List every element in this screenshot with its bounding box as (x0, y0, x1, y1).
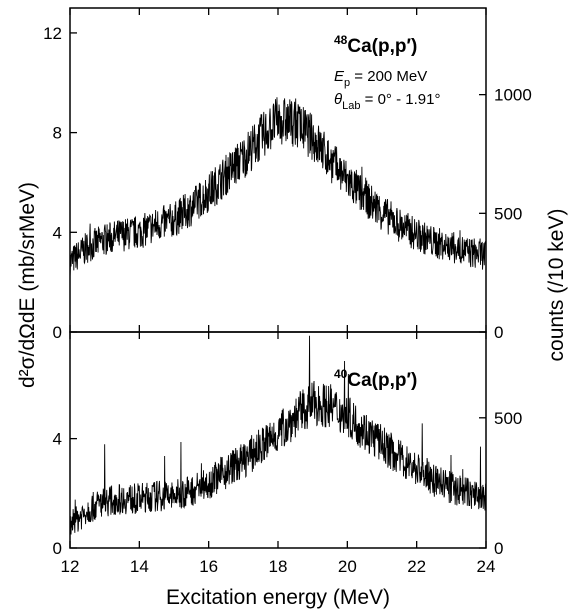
ca48-spectrum-line (69, 97, 487, 278)
top-label-mass: 48 (334, 33, 348, 47)
top-label-rest: Ca(p,p (347, 36, 406, 57)
top-panel-label: 48Ca(p,p′) (334, 33, 417, 57)
left-tick-label: 4 (53, 430, 62, 449)
x-tick-label: 16 (199, 557, 218, 576)
bottom-label-rest: Ca(p,p (347, 370, 406, 391)
x-tick-label: 24 (477, 557, 496, 576)
right-tick-label: 500 (494, 409, 522, 428)
angle-symbol: θ (334, 91, 342, 108)
right-axis-title: counts (/10 keV) (545, 209, 568, 362)
right-tick-label: 0 (494, 539, 503, 558)
x-tick-label: 22 (407, 557, 426, 576)
energy-value: = 200 MeV (350, 68, 427, 85)
bottom-label-mass: 40 (334, 367, 348, 381)
angle-value: = 0° - 1.91° (361, 91, 441, 108)
angle-sub: Lab (342, 100, 360, 112)
bottom-label-prime: ′ (406, 370, 411, 391)
bottom-panel-label: 40Ca(p,p′) (334, 367, 417, 391)
x-tick-label: 14 (130, 557, 149, 576)
top-label-prime: ′ (406, 36, 411, 57)
right-tick-label: 500 (494, 204, 522, 223)
left-tick-label: 12 (43, 24, 62, 43)
left-axis-title: d²σ/dΩdE (mb/srMeV) (16, 182, 39, 388)
left-tick-label: 0 (53, 539, 62, 558)
ca40-spectrum-line (69, 335, 487, 535)
x-tick-label: 12 (61, 557, 80, 576)
left-tick-label: 0 (53, 323, 62, 342)
top-panel (69, 97, 487, 278)
x-axis-title: Excitation energy (MeV) (166, 586, 390, 609)
left-tick-label: 8 (53, 124, 62, 143)
x-tick-label: 18 (269, 557, 288, 576)
right-tick-label: 0 (494, 323, 503, 342)
bottom-label-close: ) (411, 370, 417, 391)
right-tick-label: 1000 (494, 86, 532, 105)
top-label-close: ) (411, 36, 417, 57)
top-panel-frame (69, 7, 487, 333)
left-tick-label: 4 (53, 223, 62, 242)
energy-symbol: E (334, 68, 345, 85)
energy-annotation: Ep = 200 MeV (334, 68, 427, 89)
bottom-panel (69, 335, 487, 535)
x-tick-label: 20 (338, 557, 357, 576)
energy-sub: p (344, 77, 350, 89)
angle-annotation: θLab = 0° - 1.91° (334, 91, 440, 112)
